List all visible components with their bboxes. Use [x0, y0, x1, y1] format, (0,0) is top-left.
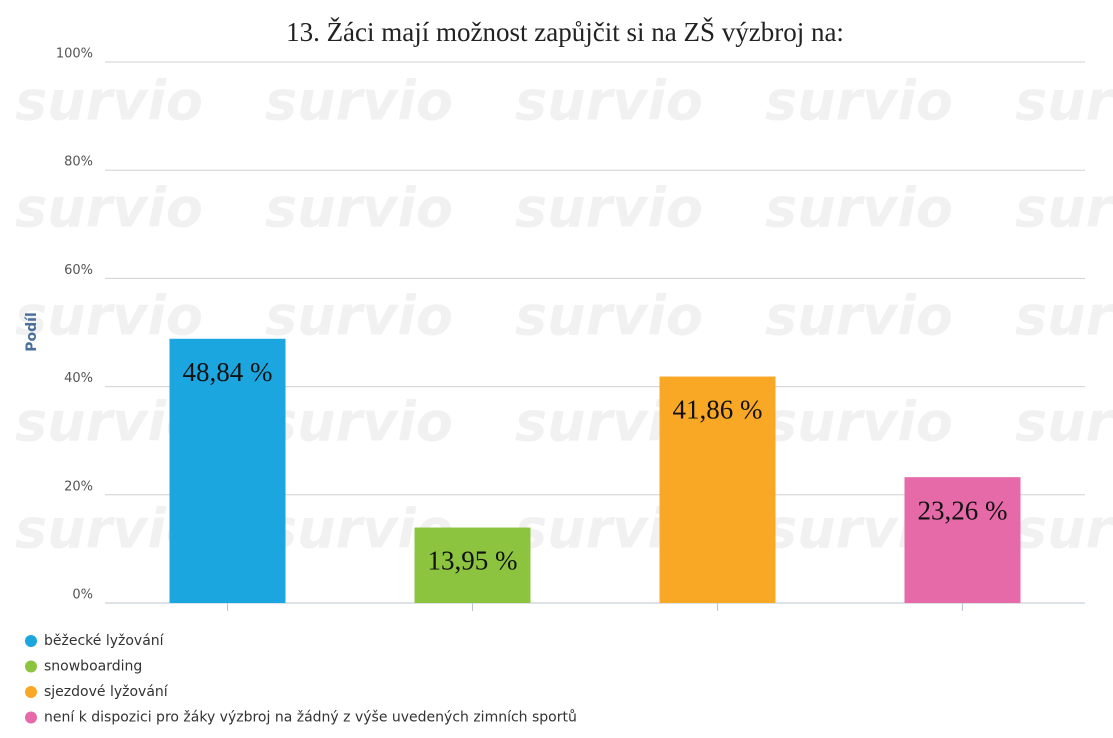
watermark: survio: [265, 177, 453, 240]
y-axis-label: Podíl: [24, 312, 40, 352]
watermark: survio: [515, 177, 703, 240]
legend-marker: [25, 686, 37, 698]
bar: [414, 527, 531, 603]
watermark: survio: [15, 177, 203, 240]
legend-label: snowboarding: [44, 659, 142, 675]
value-label: 48,84 %: [183, 357, 273, 387]
watermark: survio: [765, 285, 953, 348]
legend-label: není k dispozici pro žáky výzbroj na žád…: [44, 710, 577, 726]
y-tick-label: 40%: [64, 371, 93, 386]
watermark: survio: [765, 391, 953, 454]
bar: [169, 338, 286, 603]
watermark: survio: [765, 177, 953, 240]
y-tick-label: 100%: [56, 47, 93, 62]
watermark: survio: [515, 70, 703, 133]
y-tick-label: 60%: [64, 263, 93, 278]
watermark: survio: [265, 391, 453, 454]
value-label: 41,86 %: [673, 395, 763, 425]
legend-marker: [25, 635, 37, 647]
watermark: survio: [15, 285, 203, 348]
bar: [904, 477, 1021, 603]
watermark: survio: [15, 70, 203, 133]
watermark: survio: [1015, 391, 1113, 454]
watermark: survio: [1015, 285, 1113, 348]
watermark: survio: [265, 285, 453, 348]
legend-label: sjezdové lyžování: [44, 684, 169, 700]
value-label: 13,95 %: [428, 546, 518, 576]
watermark: survio: [1015, 498, 1113, 561]
watermarks: survio survio survio survio survio survio surv…: [15, 70, 1113, 561]
watermark: survio: [1015, 177, 1113, 240]
value-label: 23,26 %: [918, 495, 1008, 525]
watermark: survio: [1015, 70, 1113, 133]
legend-marker: [25, 660, 37, 673]
watermark: survio: [515, 285, 703, 348]
y-tick-label: 20%: [64, 479, 93, 494]
bar: [659, 376, 776, 603]
y-tick-label: 80%: [64, 155, 93, 170]
watermark: survio: [265, 70, 453, 133]
legend-label: běžecké lyžování: [44, 633, 165, 649]
legend-marker: [25, 711, 37, 724]
chart-title: 13. Žáci mají možnost zapůjčit si na ZŠ …: [286, 17, 844, 47]
y-tick-label: 0%: [72, 588, 93, 603]
watermark: survio: [765, 70, 953, 133]
